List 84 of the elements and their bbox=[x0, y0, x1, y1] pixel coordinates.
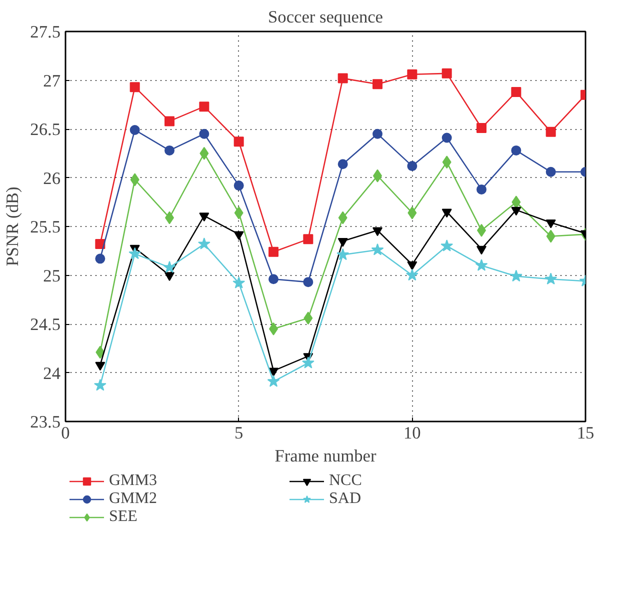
point bbox=[303, 277, 314, 288]
point bbox=[303, 234, 314, 244]
point bbox=[546, 220, 556, 228]
y-tick-label: 26 bbox=[43, 168, 61, 188]
point bbox=[440, 240, 454, 252]
point bbox=[338, 73, 348, 84]
legend-label: SEE bbox=[109, 508, 138, 526]
y-tick-label: 26.5 bbox=[30, 120, 61, 139]
point bbox=[164, 272, 174, 281]
point bbox=[338, 159, 348, 170]
point bbox=[200, 146, 209, 160]
point bbox=[407, 161, 418, 172]
point bbox=[407, 69, 418, 80]
point bbox=[546, 126, 556, 137]
point bbox=[511, 86, 522, 97]
y-tick-label: 23.5 bbox=[30, 412, 61, 432]
point bbox=[130, 82, 140, 92]
point bbox=[442, 68, 452, 78]
point bbox=[442, 208, 452, 218]
point bbox=[94, 378, 106, 391]
point bbox=[198, 238, 210, 250]
point bbox=[511, 145, 522, 156]
point bbox=[234, 180, 244, 191]
point bbox=[268, 274, 278, 284]
legend-label: SAD bbox=[329, 490, 362, 508]
point bbox=[546, 230, 556, 243]
y-tick-label: 24 bbox=[43, 364, 61, 383]
x-tick-label: 0 bbox=[61, 424, 70, 442]
point bbox=[408, 206, 417, 220]
legend-label: NCC bbox=[329, 472, 363, 490]
point bbox=[95, 254, 106, 264]
point bbox=[476, 246, 486, 255]
point bbox=[372, 79, 382, 90]
point bbox=[199, 102, 210, 112]
point bbox=[371, 243, 384, 256]
point bbox=[512, 196, 521, 209]
point bbox=[268, 246, 278, 257]
y-tick-label: 27.5 bbox=[30, 22, 61, 42]
point bbox=[130, 124, 140, 135]
point bbox=[199, 212, 210, 222]
point bbox=[406, 268, 418, 281]
point bbox=[442, 156, 452, 169]
point bbox=[476, 184, 486, 194]
point bbox=[372, 128, 382, 139]
point bbox=[407, 261, 418, 270]
x-tick-label: 10 bbox=[404, 424, 421, 442]
point bbox=[199, 128, 210, 139]
point bbox=[164, 116, 174, 126]
y-tick-label: 25 bbox=[43, 266, 60, 286]
point bbox=[164, 145, 174, 156]
point bbox=[510, 270, 522, 282]
point bbox=[338, 238, 348, 247]
point bbox=[511, 206, 522, 216]
point bbox=[442, 132, 452, 143]
point bbox=[128, 247, 142, 260]
x-tick-label: 5 bbox=[234, 424, 244, 442]
point bbox=[267, 375, 280, 387]
y-tick-label: 24.5 bbox=[30, 315, 61, 334]
point bbox=[475, 259, 488, 271]
point bbox=[234, 206, 244, 220]
point bbox=[372, 227, 382, 236]
y-tick-label: 27 bbox=[43, 71, 61, 90]
y-tick-label: 25.5 bbox=[30, 218, 61, 236]
x-tick-label: 15 bbox=[576, 424, 594, 442]
point bbox=[268, 368, 278, 376]
point bbox=[304, 312, 313, 325]
point bbox=[163, 260, 176, 273]
point bbox=[234, 231, 244, 240]
point bbox=[302, 356, 314, 368]
point bbox=[95, 362, 106, 371]
point bbox=[96, 346, 105, 359]
chart-title: Soccer sequence bbox=[268, 8, 384, 26]
point bbox=[232, 276, 246, 288]
y-axis-title: PSNR (dB) bbox=[3, 186, 22, 266]
point bbox=[336, 248, 350, 260]
point bbox=[476, 123, 486, 134]
point bbox=[338, 211, 348, 224]
legend-label: GMM3 bbox=[109, 472, 158, 490]
x-axis-title: Frame number bbox=[274, 446, 376, 466]
legend-label: GMM2 bbox=[109, 490, 158, 508]
point bbox=[130, 173, 140, 186]
point bbox=[544, 272, 558, 285]
point bbox=[546, 166, 556, 177]
point bbox=[234, 136, 244, 147]
